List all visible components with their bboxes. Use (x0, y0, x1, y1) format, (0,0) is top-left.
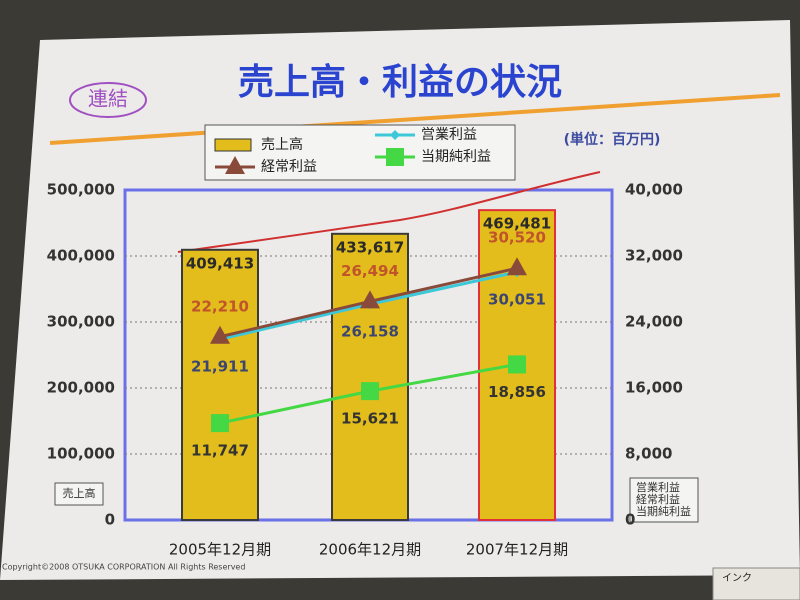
point (386, 148, 404, 166)
ink-toolbar[interactable] (712, 567, 800, 600)
legend-label: 営業利益 (421, 127, 477, 143)
point (211, 414, 229, 433)
value-label: 15,621 (341, 410, 399, 428)
left-axis-label: 売上高 (63, 486, 96, 500)
value-label: 30,051 (488, 291, 546, 309)
y-tick-label: 500,000 (47, 181, 115, 199)
point (360, 290, 380, 309)
copyright: Copyright©2008 OTSUKA CORPORATION All Ri… (2, 563, 245, 572)
point (390, 130, 400, 140)
badge: 連結 (88, 87, 128, 111)
title-rule (49, 93, 781, 145)
toolbar-label: インク (722, 572, 752, 584)
y2-tick-label: 24,000 (625, 313, 683, 331)
point (225, 156, 245, 174)
value-label: 26,494 (341, 262, 399, 280)
point (507, 257, 527, 276)
x-tick-label: 2005年12月期 (169, 541, 271, 559)
y2-tick-label: 40,000 (625, 181, 683, 199)
x-tick-label: 2006年12月期 (319, 541, 421, 559)
value-label: 22,210 (191, 297, 249, 315)
right-axis-label: 営業利益 (636, 480, 680, 494)
ink-stroke (177, 171, 601, 253)
title: 売上高・利益の状況 (238, 62, 562, 103)
y2-tick-label: 32,000 (625, 247, 683, 265)
y-tick-label: 300,000 (47, 313, 115, 331)
value-label: 26,158 (341, 323, 399, 341)
point (508, 355, 526, 374)
y-tick-label: 100,000 (47, 445, 115, 463)
value-label: 30,520 (488, 229, 546, 247)
y-tick-label: 400,000 (47, 247, 115, 265)
right-axis-box (629, 477, 699, 523)
y-tick-label: 200,000 (47, 379, 115, 397)
point (210, 325, 230, 344)
legend-label: 当期純利益 (421, 149, 491, 165)
y2-tick-label: 16,000 (625, 379, 683, 397)
left-axis-box (54, 482, 104, 506)
y2-tick-label: 0 (625, 511, 635, 529)
legend-label: 経常利益 (261, 159, 317, 175)
value-label: 409,413 (186, 254, 254, 272)
value-label: 11,747 (191, 442, 249, 460)
legend-swatch (214, 138, 252, 152)
legend (204, 124, 516, 181)
x-tick-label: 2007年12月期 (466, 541, 568, 559)
bar (331, 232, 409, 521)
unit-label: (単位：百万円) (564, 131, 661, 148)
point (361, 382, 379, 401)
value-label: 18,856 (488, 383, 546, 401)
bar (181, 248, 259, 521)
value-label: 21,911 (191, 358, 249, 376)
y-tick-label: 0 (105, 511, 115, 529)
right-axis-label: 当期純利益 (636, 504, 691, 518)
value-label: 469,481 (483, 215, 551, 233)
legend-label: 売上高 (261, 136, 303, 153)
y2-tick-label: 8,000 (625, 445, 672, 463)
value-label: 433,617 (336, 238, 404, 256)
right-axis-label: 経常利益 (636, 492, 680, 506)
badge-frame (69, 82, 147, 118)
